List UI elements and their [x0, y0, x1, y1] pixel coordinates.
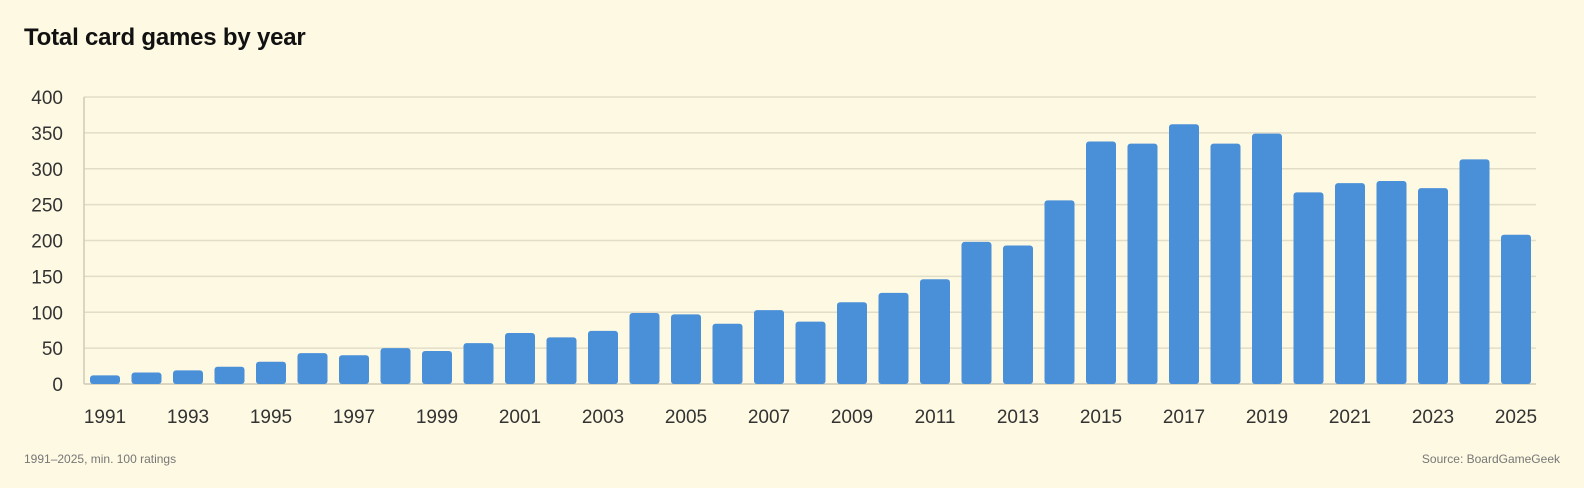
y-tick-label: 50	[42, 339, 63, 360]
bar-2009	[837, 302, 867, 384]
x-tick-label: 2011	[915, 407, 956, 428]
y-tick-label: 350	[31, 124, 63, 145]
bar-1996	[297, 353, 328, 384]
x-tick-label: 2001	[499, 407, 541, 428]
bars	[90, 124, 1531, 384]
bar-2025	[1501, 234, 1531, 384]
bar-2004	[629, 312, 660, 384]
chart-footnote: 1991–2025, min. 100 ratings	[24, 452, 177, 466]
bar-2021	[1335, 183, 1365, 384]
x-tick-label: 2015	[1080, 407, 1122, 428]
y-tick-label: 100	[31, 303, 63, 324]
y-tick-label: 250	[31, 196, 63, 217]
y-axis-ticks: 0 50 100 150 200 250 300 350 400	[31, 88, 63, 396]
bar-2001	[505, 333, 535, 384]
bar-2022	[1376, 180, 1407, 384]
bar-2003	[588, 330, 618, 384]
y-tick-label: 400	[31, 88, 63, 109]
bar-2005	[671, 314, 701, 384]
bar-2007	[754, 310, 784, 384]
x-tick-label: 2023	[1412, 407, 1454, 428]
bar-2011	[920, 279, 950, 384]
x-tick-label: 1993	[167, 407, 209, 428]
chart-title: Total card games by year	[24, 24, 306, 51]
bar-2000	[463, 343, 494, 384]
bar-2018	[1210, 143, 1241, 384]
x-tick-label: 2019	[1246, 407, 1288, 428]
y-tick-label: 300	[31, 160, 63, 181]
bar-2008	[795, 321, 826, 384]
bar-2013	[1003, 245, 1033, 384]
bar-1992	[131, 372, 162, 384]
y-tick-label: 150	[31, 267, 63, 288]
bar-2006	[712, 323, 743, 384]
x-tick-label: 2009	[831, 407, 873, 428]
x-tick-label: 2003	[582, 407, 624, 428]
y-tick-label: 200	[31, 232, 63, 253]
x-tick-label: 2025	[1495, 407, 1537, 428]
bar-2012	[961, 241, 992, 384]
bar-2002	[546, 337, 577, 384]
bar-1997	[339, 355, 369, 384]
x-tick-label: 2021	[1329, 407, 1371, 428]
x-tick-label: 1991	[84, 407, 126, 428]
x-tick-label: 2013	[997, 407, 1039, 428]
bar-2016	[1127, 143, 1158, 384]
x-tick-label: 1995	[250, 407, 292, 428]
bar-1993	[173, 370, 203, 384]
x-tick-label: 2007	[748, 407, 790, 428]
bar-2017	[1169, 124, 1199, 384]
bar-2024	[1459, 159, 1490, 384]
x-tick-label: 1997	[333, 407, 375, 428]
bar-2020	[1293, 192, 1324, 384]
y-tick-label: 0	[52, 375, 63, 396]
bar-2014	[1044, 200, 1075, 384]
x-tick-label: 2005	[665, 407, 707, 428]
bar-1994	[214, 366, 245, 384]
x-axis-ticks: 1991 1993 1995 1997 1999 2001 2003 2005 2007 2009…	[84, 407, 1537, 428]
chart-source: Source: BoardGameGeek	[1421, 452, 1560, 466]
bar-1998	[380, 348, 411, 384]
x-tick-label: 2017	[1163, 407, 1205, 428]
bar-2023	[1418, 188, 1448, 384]
bar-1999	[422, 350, 452, 384]
bar-2010	[878, 292, 909, 384]
bar-1991	[90, 375, 120, 384]
bar-1995	[256, 361, 286, 384]
x-tick-label: 1999	[416, 407, 458, 428]
bar-2015	[1086, 141, 1116, 384]
bar-2019	[1252, 133, 1282, 384]
